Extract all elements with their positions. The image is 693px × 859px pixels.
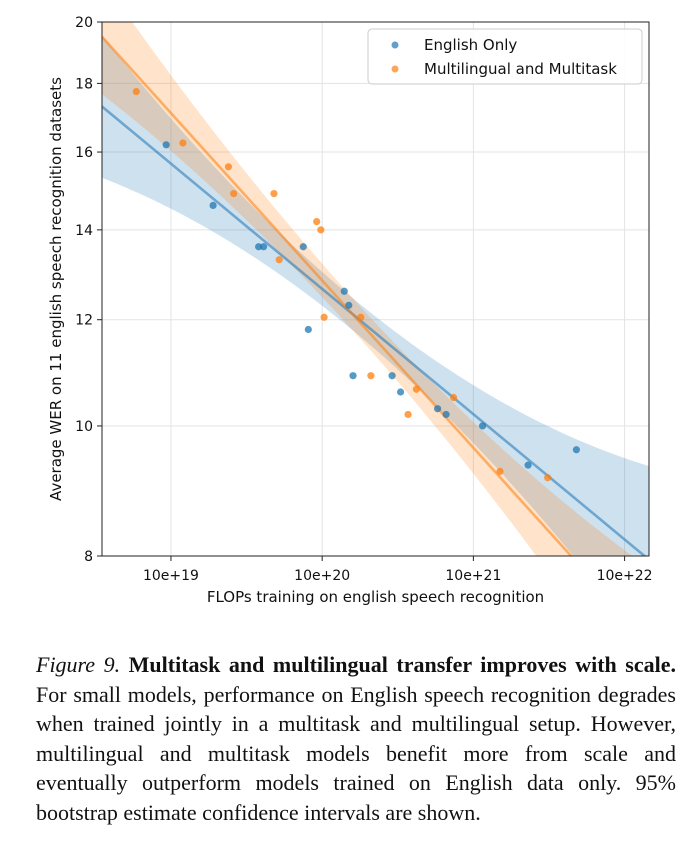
figure-caption: Figure 9. Multitask and multilingual tra… (36, 650, 676, 828)
multilingual-point (224, 163, 233, 171)
english-only-point (299, 243, 307, 251)
english-only-point (162, 141, 170, 149)
legend-frame (367, 28, 643, 85)
y-tick-label: 14 (75, 223, 93, 239)
x-tick-label: 10e+19 (143, 568, 199, 584)
legend-marker-english (391, 41, 399, 49)
y-tick-label: 18 (75, 76, 93, 92)
fit-line-english (102, 105, 647, 556)
fit-lines (102, 35, 647, 556)
english-only-point (388, 372, 396, 380)
multilingual-point (367, 372, 375, 380)
english-only-point (478, 422, 487, 430)
y-axis-label: Average WER on 11 english speech recogni… (47, 77, 65, 501)
axis-ticks: 10e+19 10e+20 10e+21 10e+22 8 10 12 14 16 18 20 (75, 15, 652, 584)
confidence-band-english (102, 35, 649, 556)
english-only-point (345, 301, 353, 309)
multilingual-point (270, 189, 278, 198)
multilingual-point (132, 87, 140, 96)
caption-label: Figure 9. (36, 652, 121, 677)
multilingual-point (412, 385, 421, 393)
english-only-point (255, 243, 263, 251)
multilingual-point (404, 410, 412, 419)
multilingual-point (313, 217, 321, 226)
legend-label-multilingual: Multilingual and Multitask (424, 60, 617, 78)
y-tick-label: 16 (75, 145, 93, 161)
x-tick-label: 10e+20 (294, 568, 350, 584)
multilingual-point (320, 313, 328, 321)
multilingual-point (230, 189, 238, 198)
caption-title: Multitask and multilingual transfer impr… (128, 652, 677, 677)
y-tick-label: 12 (75, 313, 93, 329)
english-only-point (304, 325, 312, 334)
english-only-point (340, 287, 348, 295)
english-only-point (396, 388, 405, 396)
multilingual-point (317, 226, 325, 234)
multilingual-point (544, 474, 552, 482)
y-tick-label: 10 (75, 419, 93, 435)
confidence-band-multilingual (102, 22, 633, 556)
confidence-bands (102, 22, 649, 556)
legend-label-english: English Only (424, 36, 517, 54)
wer-scaling-chart: 10e+19 10e+20 10e+21 10e+22 8 10 12 14 16 18 20 FL… (47, 15, 653, 606)
x-tick-label: 10e+21 (445, 568, 501, 584)
english-only-point (349, 372, 357, 380)
fit-line-multilingual (102, 35, 573, 556)
x-axis-label: FLOPs training on english speech recogni… (207, 588, 544, 606)
y-tick-label: 20 (75, 15, 93, 31)
multilingual-point (179, 139, 187, 147)
multilingual-point (275, 256, 283, 264)
english-only-point (209, 201, 217, 210)
data-points (132, 87, 580, 482)
multilingual-point (450, 393, 458, 402)
english-only-point (434, 405, 442, 413)
english-only-point (260, 243, 268, 251)
plot-frame (101, 21, 650, 557)
x-tick-label: 10e+22 (597, 568, 653, 584)
y-tick-label: 8 (84, 549, 93, 565)
english-only-point (572, 446, 580, 454)
multilingual-point (496, 467, 504, 475)
legend-marker-multilingual (391, 65, 399, 73)
legend: English Only Multilingual and Multitask (367, 28, 643, 85)
multilingual-point (357, 313, 365, 321)
english-only-point (442, 410, 450, 419)
caption-text: For small models, performance on English… (36, 681, 676, 825)
english-only-point (524, 461, 532, 469)
